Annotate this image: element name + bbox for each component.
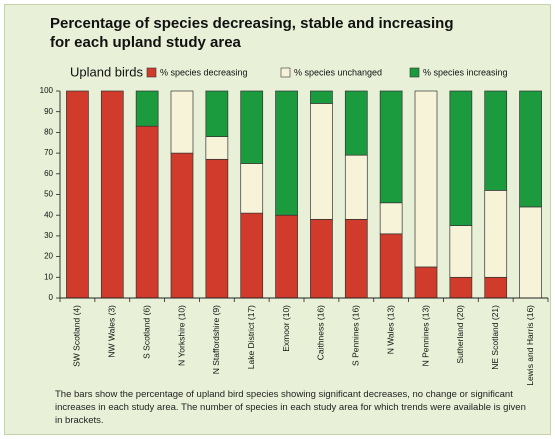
x-tick-label: S Pennines (16): [351, 305, 361, 366]
y-tick-label: 0: [49, 293, 54, 302]
bar-segment: [310, 90, 333, 104]
y-tick-label: 70: [44, 148, 53, 157]
bar-segment: [414, 266, 438, 299]
x-tick-label: Exmoor (10): [281, 305, 291, 352]
bar-segment: [66, 90, 89, 299]
bar-segment: [344, 154, 368, 220]
bar-segment: [135, 125, 159, 299]
caption: The bars show the percentage of upland b…: [55, 389, 526, 426]
chart-title: Percentage of species decreasing, stable…: [50, 15, 454, 51]
y-tick-label: 80: [44, 128, 53, 137]
x-tick-label: S Scotland (6): [141, 305, 151, 359]
x-tick-label: Lewis and Harris (16): [525, 305, 535, 386]
legend-swatch: [280, 67, 291, 78]
chart-label: Upland birds: [70, 64, 143, 79]
bar-segment: [240, 90, 264, 164]
x-tick-label: Lake District (17): [246, 305, 256, 369]
y-tick-label: 30: [44, 231, 53, 240]
x-tick-label: N Wales (13): [385, 305, 395, 354]
bar-segment: [310, 103, 333, 220]
y-tick-label: 50: [44, 190, 53, 199]
x-tick-label: Sutherland (20): [455, 305, 465, 364]
bar-segment: [100, 90, 124, 299]
y-tick-label: 100: [40, 86, 54, 95]
bar-segment: [205, 136, 229, 160]
bar-segment: [449, 90, 473, 226]
y-tick-label: 60: [44, 169, 53, 178]
bar-segment: [484, 90, 508, 191]
bar-segment: [240, 212, 264, 299]
legend-label: % species unchanged: [294, 67, 382, 77]
bar-segment: [449, 225, 473, 278]
bar-segment: [379, 90, 403, 204]
x-tick-label: Caithness (16): [316, 305, 326, 360]
x-tick-label: N Pennines (13): [420, 305, 430, 367]
y-tick-label: 90: [44, 107, 53, 116]
bar-segment: [170, 152, 194, 299]
bar-segment: [449, 276, 473, 299]
bar-segment: [240, 163, 264, 214]
y-tick-label: 40: [44, 210, 53, 219]
bar-segment: [310, 218, 333, 299]
x-tick-label: N Yorkshire (10): [176, 305, 186, 366]
bar-segment: [484, 190, 508, 278]
y-tick-label: 20: [44, 252, 53, 261]
legend-swatch: [146, 67, 157, 78]
x-tick-label: N Staffordshire (9): [211, 305, 221, 374]
bar-segment: [205, 158, 229, 299]
bar-segment: [379, 233, 403, 299]
bar-segment: [379, 202, 403, 235]
bar-segment: [519, 206, 542, 299]
bar-segment: [344, 90, 368, 156]
bar-segment: [275, 90, 298, 216]
legend-label: % species decreasing: [160, 67, 248, 77]
bar-segment: [135, 90, 159, 127]
legend-swatch: [409, 67, 420, 78]
bar-segment: [170, 90, 194, 154]
x-tick-label: SW Scotland (4): [72, 305, 82, 367]
bar-segment: [519, 90, 542, 208]
bar-segment: [205, 90, 229, 137]
bar-segment: [344, 218, 368, 299]
x-tick-label: NW Wales (3): [107, 305, 117, 358]
legend-label: % species increasing: [423, 67, 508, 77]
x-tick-label: NE Scotland (21): [490, 305, 500, 370]
bar-segment: [414, 90, 438, 268]
bar-segment: [275, 214, 298, 299]
bar-segment: [484, 276, 508, 299]
y-tick-label: 10: [44, 272, 53, 281]
